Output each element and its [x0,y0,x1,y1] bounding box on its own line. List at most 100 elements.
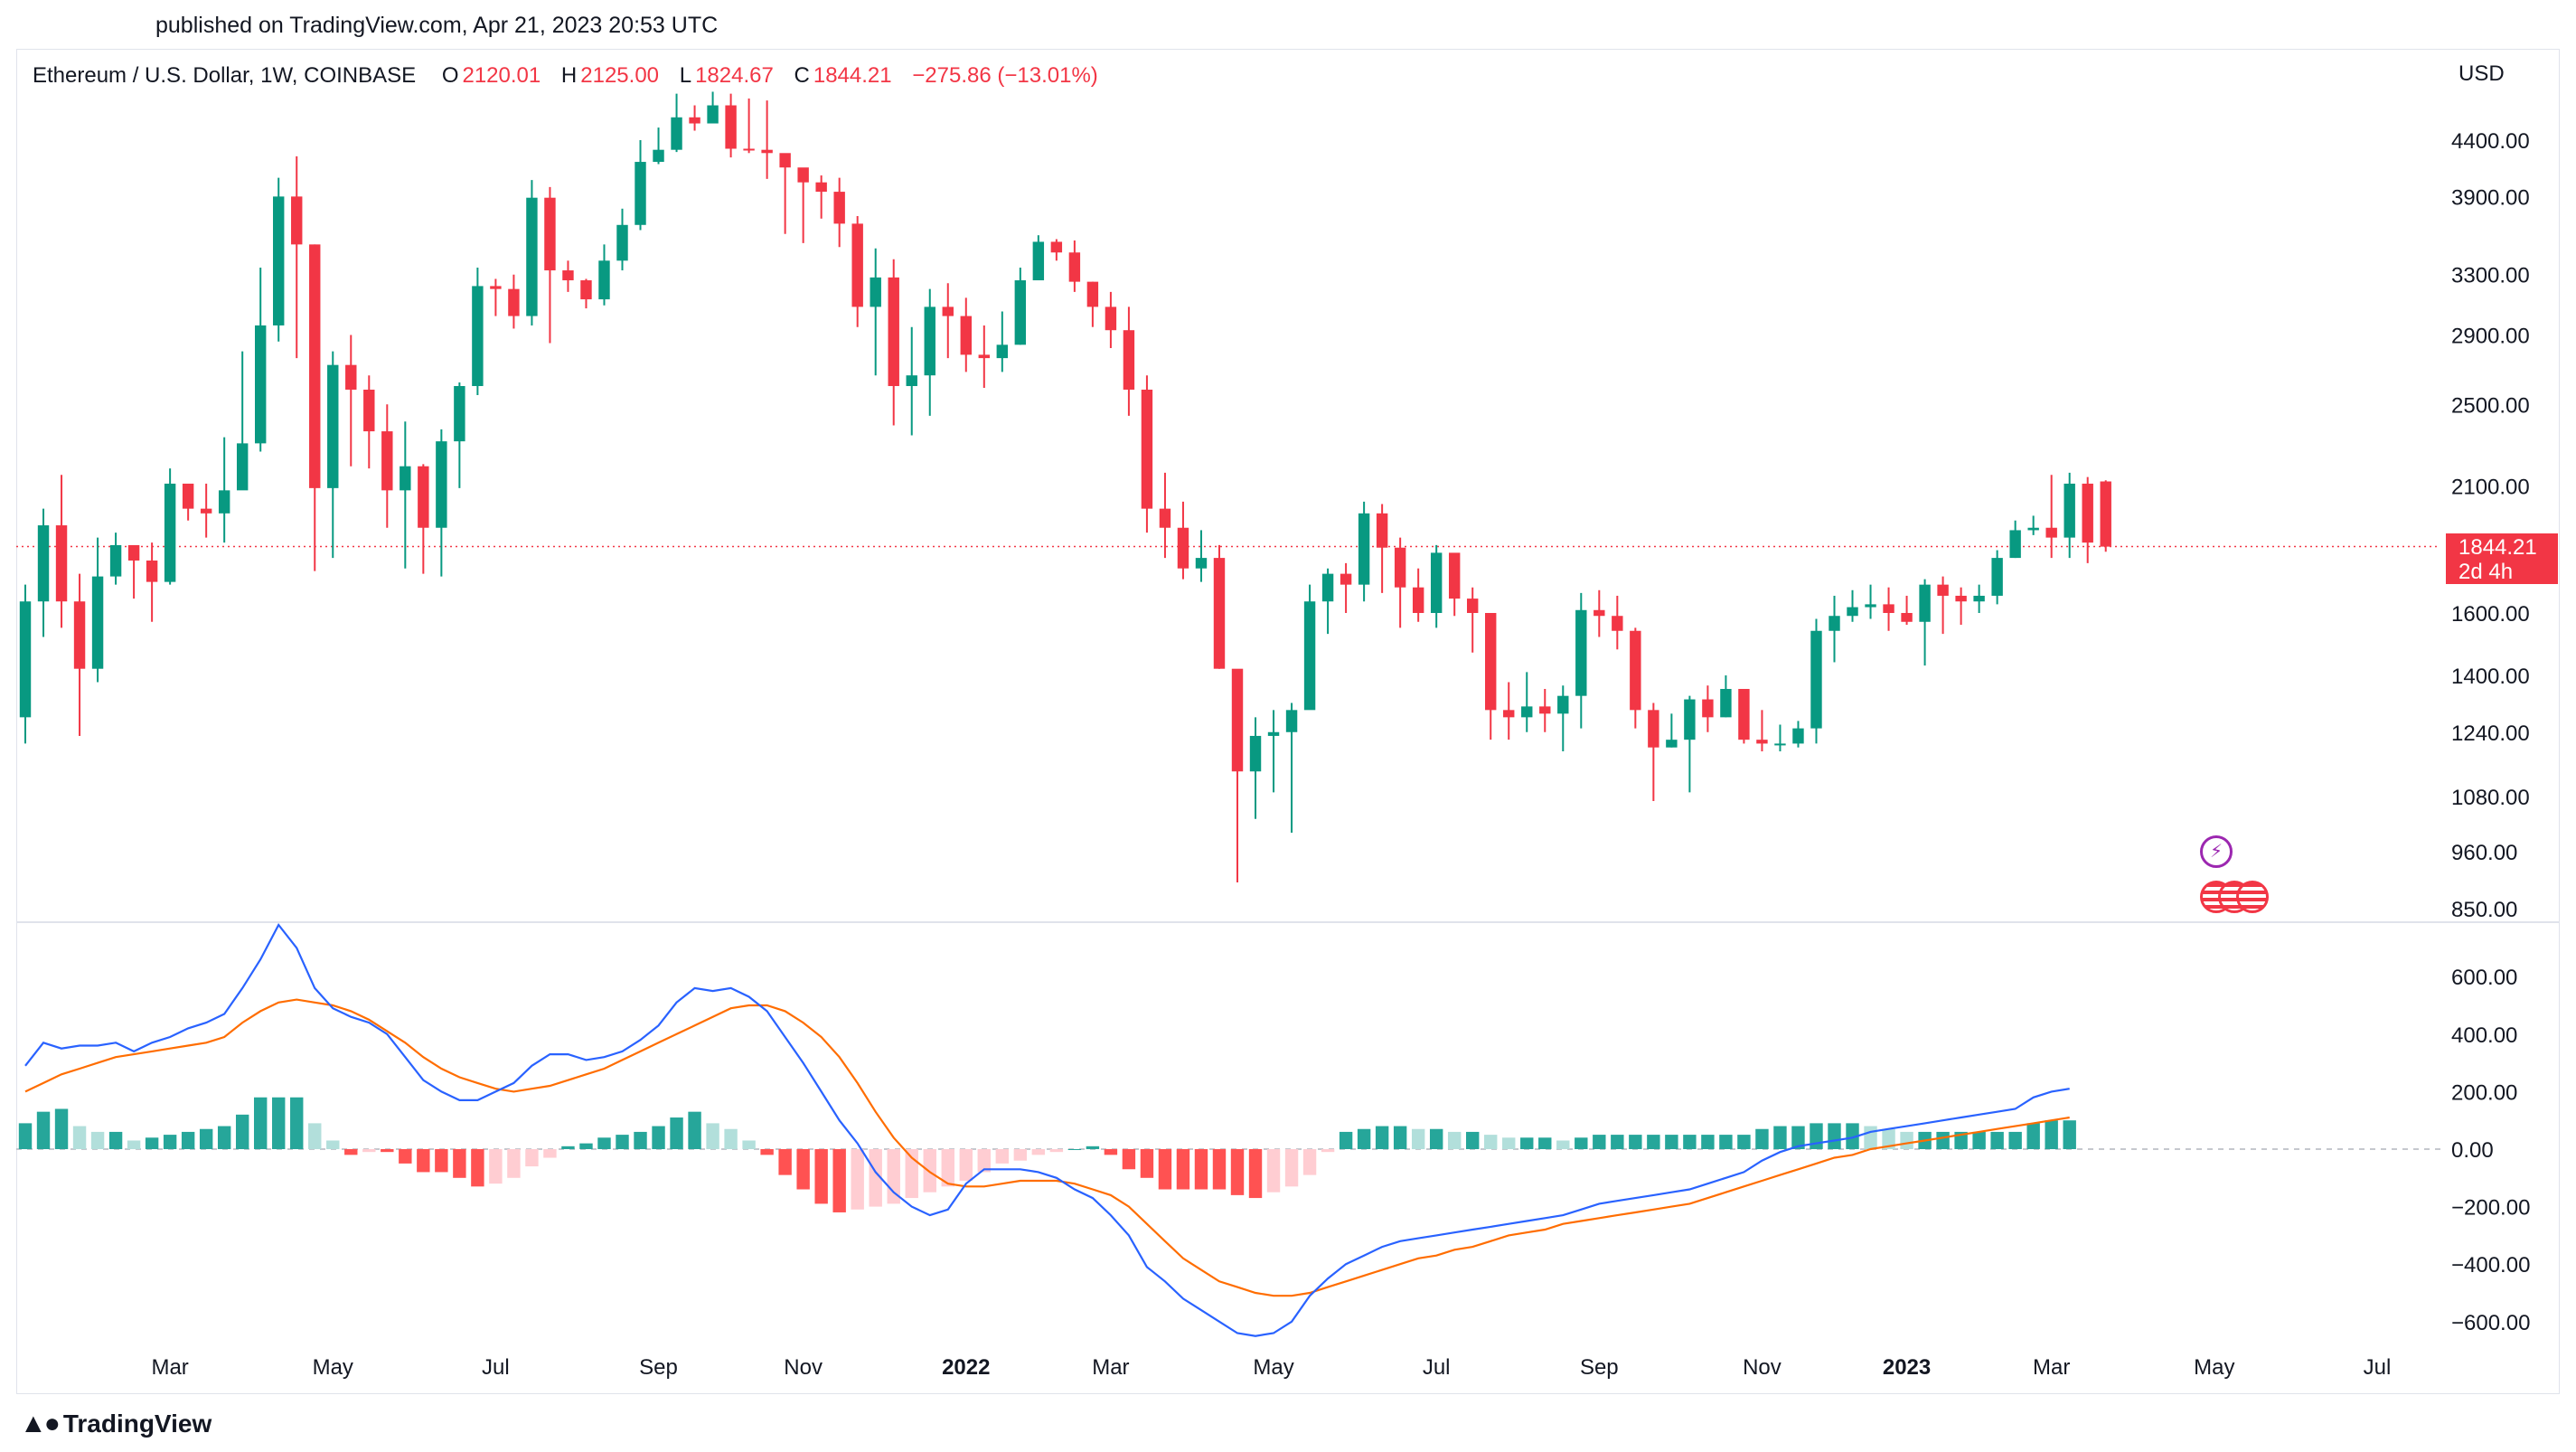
candle-body [1249,735,1262,772]
candle-body [1575,609,1587,696]
candle-body [707,105,719,124]
macd-histogram-bar [145,1137,159,1149]
macd-histogram-bar [1882,1128,1895,1149]
candle-body [381,431,393,491]
macd-histogram-bar [688,1111,701,1149]
candle-body [1105,306,1117,331]
macd-histogram-bar [1266,1149,1281,1193]
signal-line [24,998,2070,1297]
macd-histogram-bar [742,1140,756,1149]
candle-body [73,601,86,669]
candle-body [1358,513,1370,585]
macd-histogram-bar [1556,1140,1570,1149]
change-value: −275.86 (−13.01%) [912,63,1098,88]
candle-body [1267,731,1280,736]
candle-body [1973,595,1985,602]
lightning-icon[interactable]: ⚡ [2200,835,2233,868]
macd-histogram-bar [1611,1135,1624,1149]
macd-histogram-bar [1810,1123,1823,1149]
macd-histogram-bar [1520,1137,1534,1149]
candle-body [2064,483,2075,538]
candle-body [1430,552,1443,613]
close-value: 1844.21 [813,63,892,88]
bar-countdown: 2d 4h [2458,560,2514,584]
macd-histogram-bar [851,1149,864,1210]
macd-histogram-bar [362,1149,376,1153]
macd-histogram-bar [2008,1131,2022,1149]
time-axis-label: Mar [1092,1355,1129,1380]
candle-body [164,483,176,582]
candle-body [1032,241,1045,281]
candle-body [55,525,68,602]
candle-body [1901,612,1913,622]
time-axis-label: 2022 [942,1355,990,1380]
macd-histogram-bar [670,1117,683,1149]
candle-body [1123,330,1135,390]
candle-body [1177,527,1189,569]
candle-body [109,544,122,577]
candle-body [743,148,755,151]
tradingview-brand[interactable]: ▲● TradingView [20,1409,212,1439]
time-axis-label: May [2194,1355,2234,1380]
macd-histogram-bar [1701,1135,1715,1149]
macd-tick-label: −200.00 [2451,1196,2530,1221]
macd-histogram-bar [163,1135,177,1149]
candle-body [1321,573,1334,602]
macd-histogram-bar [832,1149,846,1212]
candle-body [1557,695,1569,714]
macd-histogram-bar [1429,1128,1443,1149]
candle-body [779,153,791,168]
candle-body [1521,706,1533,718]
macd-histogram-bar [778,1149,792,1175]
low-label: L [679,63,692,88]
candle-body [1141,389,1153,509]
us-flag-icon[interactable] [2236,881,2269,913]
macd-histogram-bar [1411,1128,1425,1149]
published-caption: published on TradingView.com, Apr 21, 20… [155,13,719,38]
macd-histogram-bar [1248,1149,1263,1199]
candle-body [1303,601,1316,711]
candle-body [1666,740,1678,748]
macd-line [24,922,2070,1337]
candle-body [1847,607,1858,617]
macd-histogram-bar [1828,1123,1841,1149]
price-tick-label: 960.00 [2451,841,2517,865]
macd-histogram-bar [760,1149,774,1155]
macd-histogram-bar [308,1123,322,1149]
price-tick-label: 1600.00 [2451,602,2530,627]
price-tick-label: 1240.00 [2451,721,2530,746]
macd-histogram-bar [1936,1131,1950,1149]
macd-histogram-bar [1593,1135,1606,1149]
candle-body [1594,609,1605,617]
price-tick-label: 4400.00 [2451,129,2530,154]
macd-histogram-bar [1755,1128,1769,1149]
macd-histogram-bar [489,1149,503,1184]
candle-body [1702,699,1714,718]
candle-body [1285,710,1298,732]
time-axis-label: Mar [2033,1355,2070,1380]
macd-histogram-bar [90,1131,105,1149]
macd-histogram-bar [1086,1146,1100,1149]
macd-histogram-bar [923,1149,936,1193]
macd-histogram-bar [869,1149,882,1207]
price-tick-label: 3900.00 [2451,185,2530,210]
macd-histogram-bar [1230,1149,1245,1195]
high-label: H [560,63,578,88]
candle-body [1231,668,1244,772]
candle-body [1485,612,1497,711]
macd-histogram-bar [1357,1128,1371,1149]
candle-body [309,244,321,488]
macd-tick-label: −600.00 [2451,1311,2530,1335]
candle-body [870,277,881,307]
candle-body [906,375,917,386]
candle-body [1756,740,1768,744]
macd-histogram-bar [1719,1135,1733,1149]
candle-body [127,544,140,561]
last-price-tag: 1844.21 2d 4h [2446,533,2558,584]
currency-label[interactable]: USD [2458,61,2505,86]
macd-histogram-bar [1990,1131,2004,1149]
macd-histogram-bar [253,1097,268,1149]
macd-histogram-bar [995,1149,1010,1164]
macd-histogram-bar [1575,1137,1588,1149]
